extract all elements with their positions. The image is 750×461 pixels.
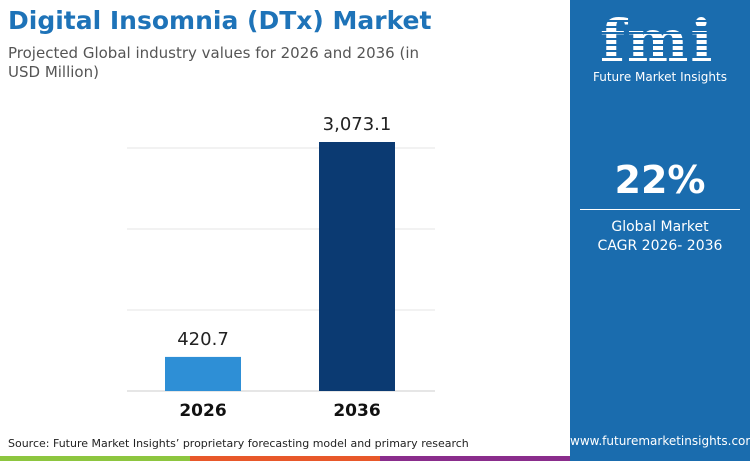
- website-link[interactable]: www.futuremarketinsights.com: [570, 434, 750, 448]
- page-title: Digital Insomnia (DTx) Market: [8, 6, 432, 35]
- cagr-label: Global Market CAGR 2026- 2036: [570, 218, 750, 256]
- source-note: Source: Future Market Insights’ propriet…: [8, 437, 469, 450]
- data-label: 3,073.1: [323, 114, 392, 135]
- cagr-label-2: CAGR 2026- 2036: [597, 238, 723, 254]
- x-tick-label: 2026: [179, 401, 226, 421]
- fmi-logo: fmi: [600, 7, 715, 75]
- data-label: 420.7: [177, 329, 229, 350]
- x-tick-label: 2036: [333, 401, 380, 421]
- bar-2026: [165, 356, 241, 391]
- subtitle: Projected Global industry values for 202…: [8, 44, 420, 81]
- side-panel: fmi Future Market Insights 22% Global Ma…: [570, 0, 750, 461]
- bar-chart: 420.7 2026 3,073.1 2036: [127, 114, 435, 421]
- cagr-label-1: Global Market: [611, 219, 709, 235]
- strip-orange: [190, 456, 380, 461]
- divider: [580, 209, 740, 210]
- strip-green: [0, 456, 190, 461]
- strip-purple: [380, 456, 570, 461]
- cagr-value: 22%: [614, 158, 706, 202]
- bar-2036: [319, 142, 395, 391]
- brand-name: Future Market Insights: [592, 70, 727, 84]
